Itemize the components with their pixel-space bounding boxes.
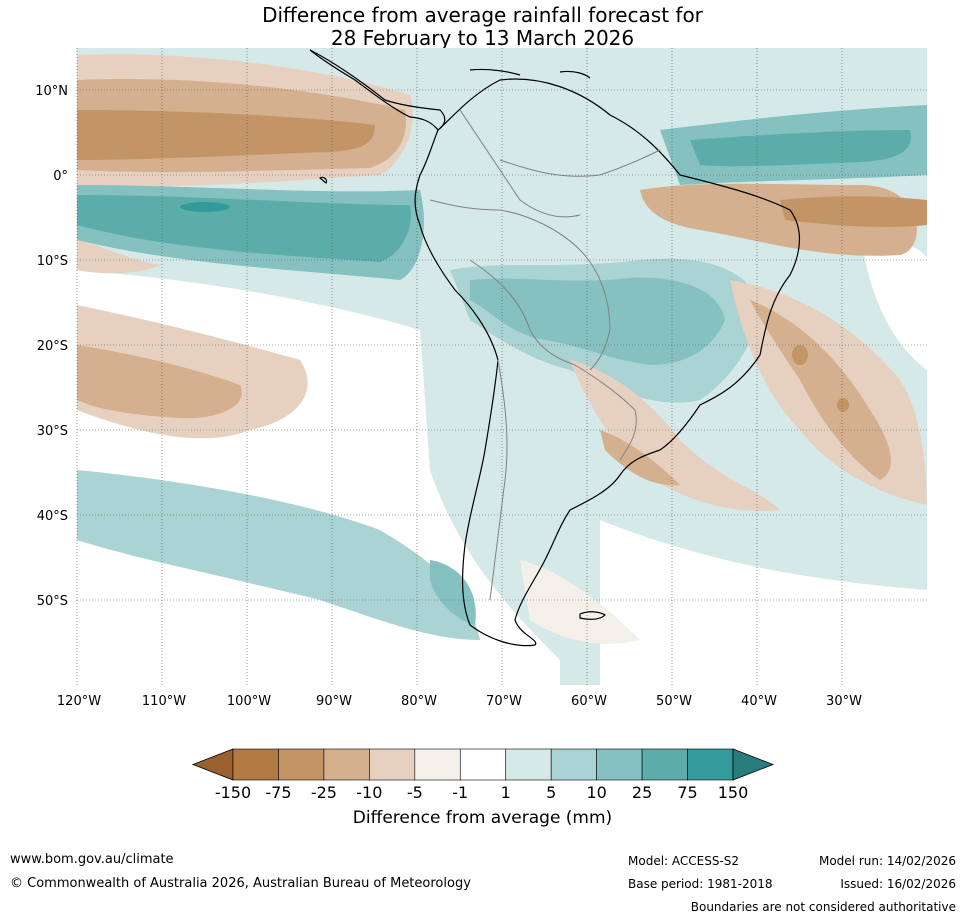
colorbar-label: Difference from average (mm) — [352, 808, 613, 828]
colorbar-tick-label: -5 — [407, 783, 423, 802]
footer-disclaimer: Boundaries are not considered authoritat… — [690, 900, 956, 914]
footer-url[interactable]: www.bom.gov.au/climate — [10, 852, 174, 867]
lon-tick-label: 50°W — [656, 694, 692, 709]
colorbar-tick-label: -1 — [452, 783, 468, 802]
lat-tick-label: 10°S — [37, 254, 68, 269]
colorbar-tick-label: 5 — [546, 783, 556, 802]
lat-tick-label: 50°S — [37, 594, 68, 609]
lon-tick-label: 90°W — [316, 694, 352, 709]
lon-tick-label: 70°W — [486, 694, 522, 709]
colorbar-tick-label: -150 — [215, 783, 251, 802]
lat-tick-label: 20°S — [37, 339, 68, 354]
colorbar-tick-label: 10 — [586, 783, 606, 802]
lat-axis: 10°N 0° 10°S 20°S 30°S 40°S 50°S — [35, 84, 68, 609]
page-title: Difference from average rainfall forecas… — [0, 4, 965, 50]
colorbar-box — [596, 748, 643, 781]
colorbar-extend-high — [732, 748, 775, 781]
lon-tick-label: 110°W — [142, 694, 186, 709]
colorbar-tick-label: 150 — [718, 783, 749, 802]
footer-copyright: © Commonwealth of Australia 2026, Austra… — [10, 876, 471, 891]
colorbar-box — [505, 748, 552, 781]
colorbar-box — [687, 748, 734, 781]
graticule — [76, 48, 927, 685]
colorbar-tick-label: -25 — [311, 783, 337, 802]
colorbar-box — [459, 748, 507, 781]
lon-tick-label: 80°W — [401, 694, 437, 709]
colorbar-tick-label: 1 — [501, 783, 511, 802]
colorbar-tick-label: -10 — [356, 783, 382, 802]
lat-tick-label: 30°S — [37, 424, 68, 439]
lon-tick-label: 60°W — [571, 694, 607, 709]
lat-tick-label: 40°S — [37, 509, 68, 524]
colorbar-tick-label: 25 — [632, 783, 652, 802]
lon-axis: 120°W 110°W 100°W 90°W 80°W 70°W 60°W 50… — [57, 694, 862, 709]
colorbar-box — [323, 748, 370, 781]
colorbar-box — [550, 748, 597, 781]
colorbar: -150 -75 -25 -10 -5 -1 1 5 10 25 75 150 — [191, 748, 775, 802]
coastline — [309, 49, 801, 647]
colorbar-extend-low — [191, 748, 234, 781]
colorbar-box — [278, 748, 325, 781]
lon-tick-label: 40°W — [741, 694, 777, 709]
lon-tick-label: 30°W — [826, 694, 862, 709]
title-line-1: Difference from average rainfall forecas… — [262, 3, 703, 27]
colorbar-tick-label: -75 — [265, 783, 291, 802]
footer-model: Model: ACCESS-S2 — [628, 854, 740, 868]
borders — [429, 109, 661, 601]
colorbar-box — [641, 748, 688, 781]
footer-issued: Issued: 16/02/2026 — [840, 877, 956, 891]
lon-tick-label: 100°W — [227, 694, 271, 709]
footer-model-run: Model run: 14/02/2026 — [818, 854, 956, 868]
lat-tick-label: 10°N — [35, 84, 68, 99]
footer-base-period: Base period: 1981-2018 — [628, 877, 773, 891]
colorbar-box — [414, 748, 461, 781]
lon-tick-label: 120°W — [57, 694, 101, 709]
title-line-2: 28 February to 13 March 2026 — [330, 26, 635, 50]
colorbar-box — [369, 748, 416, 781]
colorbar-tick-label: 75 — [677, 783, 697, 802]
colorbar-box — [232, 748, 279, 781]
lat-tick-label: 0° — [53, 169, 68, 184]
